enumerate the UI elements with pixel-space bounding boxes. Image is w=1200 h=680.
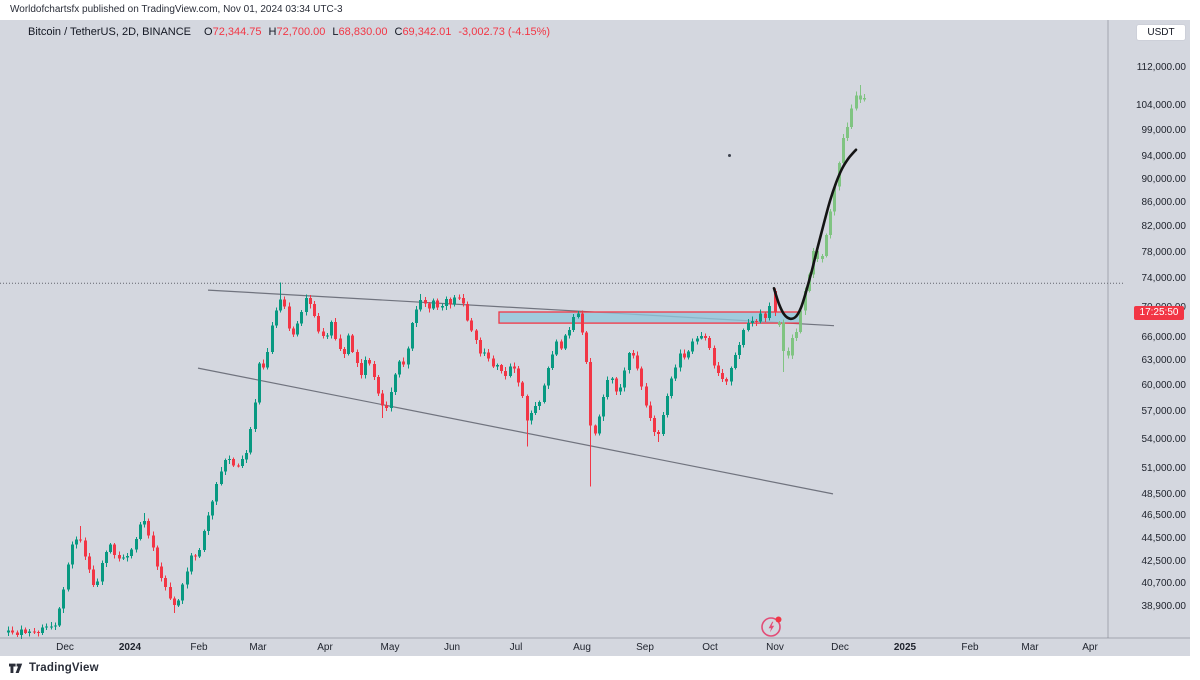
price-tick-label: 44,500.00: [1141, 532, 1187, 544]
time-tick-label: Jul: [509, 642, 523, 653]
footer: TradingView: [0, 656, 1200, 680]
price-tick-label: 51,000.00: [1141, 463, 1187, 475]
chart-area[interactable]: Bitcoin / TetherUS, 2D, BINANCE O72,344.7…: [0, 20, 1190, 656]
publish-info: Worldofchartsfx published on TradingView…: [0, 0, 1200, 20]
time-tick-label: Aug: [573, 642, 591, 653]
currency-unit-button[interactable]: USDT: [1136, 24, 1186, 41]
price-tick-label: 54,000.00: [1141, 434, 1187, 445]
projection-curve[interactable]: [772, 148, 858, 321]
price-tick-label: 38,900.00: [1141, 601, 1187, 613]
ohlc-low-value: 68,830.00: [338, 26, 388, 38]
tradingview-logo-text[interactable]: TradingView: [29, 662, 99, 674]
time-tick-label: Dec: [56, 642, 74, 653]
price-tick-label: 104,000.00: [1135, 99, 1186, 111]
price-chart-canvas[interactable]: [0, 20, 1190, 656]
time-tick-label: Apr: [317, 642, 333, 653]
price-tick-label: 94,000.00: [1141, 151, 1187, 163]
price-tick-label: 82,000.00: [1141, 221, 1187, 232]
ohlc-low-key: L: [332, 26, 339, 38]
price-tick-label: 112,000.00: [1136, 62, 1186, 73]
price-tick-label: 74,000.00: [1141, 273, 1187, 285]
price-tick-label: 90,000.00: [1141, 173, 1187, 185]
lower-trendline[interactable]: [197, 367, 834, 495]
time-tick-label: Sep: [636, 642, 654, 653]
price-tick-label: 86,000.00: [1141, 196, 1187, 208]
ohlc-open-key: O: [204, 26, 213, 38]
time-tick-label: Mar: [249, 642, 267, 653]
symbol-header[interactable]: Bitcoin / TetherUS, 2D, BINANCE O72,344.7…: [28, 26, 550, 38]
price-tick-label: 48,500.00: [1141, 488, 1187, 500]
price-tick-label: 78,000.00: [1141, 246, 1187, 258]
ohlc-open-value: 72,344.75: [212, 26, 262, 38]
price-tick-label: 99,000.00: [1141, 124, 1187, 136]
ohlc-close-key: C: [394, 26, 403, 38]
time-tick-label: Feb: [961, 642, 979, 653]
candlestick-series: [7, 282, 771, 640]
time-tick-label: Nov: [766, 642, 784, 653]
time-tick-label: Mar: [1021, 642, 1039, 653]
resistance-box[interactable]: [498, 311, 801, 324]
time-tick-label: May: [380, 642, 400, 653]
change-value: -3,002.73 (-4.15%): [458, 26, 551, 38]
time-tick-label: Feb: [190, 642, 208, 653]
time-tick-label: 2024: [118, 642, 142, 653]
price-tick-label: 60,000.00: [1141, 380, 1187, 392]
projected-candles[interactable]: [778, 85, 866, 372]
time-tick-label: Oct: [702, 642, 718, 653]
price-tick-label: 42,500.00: [1141, 556, 1187, 568]
symbol-title[interactable]: Bitcoin / TetherUS, 2D, BINANCE: [28, 26, 192, 38]
cursor-dot: [728, 154, 731, 157]
price-tick-label: 66,000.00: [1141, 331, 1187, 343]
bar-countdown-label: 17:25:50: [1134, 305, 1184, 320]
time-tick-label: 2025: [893, 642, 917, 653]
time-tick-label: Apr: [1082, 642, 1098, 653]
ohlc-high-value: 72,700.00: [276, 26, 326, 38]
time-tick-label: Jun: [443, 642, 461, 653]
price-tick-label: 40,700.00: [1141, 578, 1187, 590]
time-tick-label: Dec: [831, 642, 849, 653]
publish-flash-icon[interactable]: [758, 612, 786, 640]
ohlc-high-key: H: [268, 26, 277, 38]
tradingview-logo-icon[interactable]: [9, 661, 24, 675]
price-tick-label: 63,000.00: [1141, 355, 1187, 367]
price-tick-label: 57,000.00: [1141, 406, 1187, 418]
ohlc-close-value: 69,342.01: [402, 26, 452, 38]
price-tick-label: 46,500.00: [1141, 510, 1187, 522]
